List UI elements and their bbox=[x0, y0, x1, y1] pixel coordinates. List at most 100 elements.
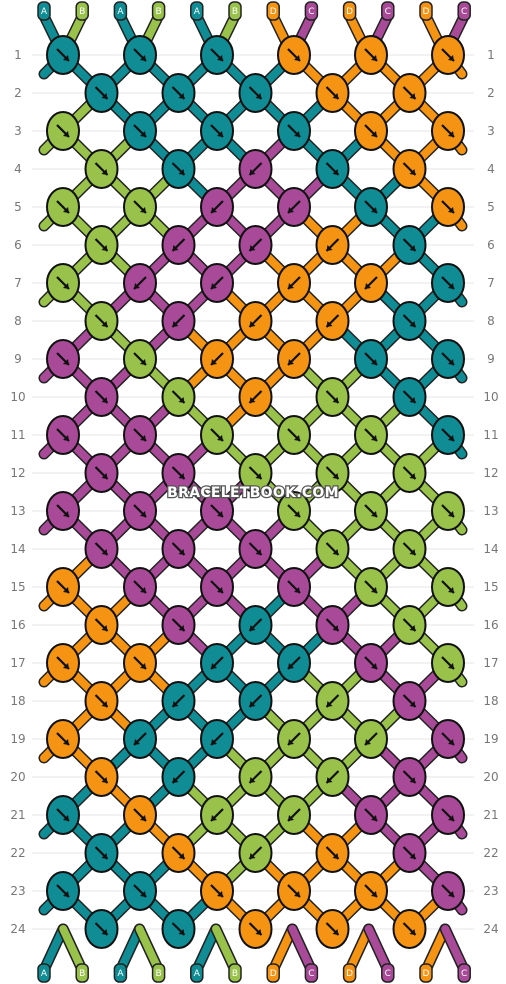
top-string-tip bbox=[381, 1, 395, 21]
knot bbox=[431, 415, 465, 455]
row-label-right: 16 bbox=[483, 618, 498, 632]
row-label-right: 14 bbox=[483, 542, 498, 556]
bottom-string-tip bbox=[266, 963, 280, 983]
knot-arrow-head bbox=[172, 701, 179, 707]
row-label-left: 6 bbox=[14, 238, 22, 252]
string-ends: A A B B A A B B A A B B D D C C D D C C D D C C bbox=[37, 1, 471, 983]
bottom-string-letter: B bbox=[232, 969, 238, 979]
knot bbox=[431, 35, 465, 75]
knot-arrow-head bbox=[211, 207, 217, 213]
bottom-string-tip bbox=[342, 963, 357, 983]
knot bbox=[315, 605, 350, 645]
knot-arrow-head bbox=[371, 587, 377, 593]
knot bbox=[161, 909, 196, 949]
bottom-string-tip bbox=[190, 963, 204, 983]
top-string-tip bbox=[113, 1, 128, 21]
knot bbox=[84, 909, 119, 949]
bottom-string-end bbox=[364, 925, 392, 974]
knot-arrow-head bbox=[101, 929, 108, 935]
knot bbox=[84, 681, 119, 721]
top-string-tip bbox=[75, 1, 89, 21]
knot bbox=[84, 73, 119, 113]
knot bbox=[392, 377, 427, 417]
knot-arrow-head bbox=[211, 815, 217, 821]
knot-arrow-head bbox=[294, 131, 300, 137]
knot-arrow-head bbox=[249, 321, 256, 327]
top-string-letter: D bbox=[346, 7, 353, 17]
knot-arrow-head bbox=[101, 625, 108, 631]
knot-arrow-head bbox=[448, 55, 454, 61]
knot bbox=[123, 871, 157, 911]
knot-arrow-head bbox=[63, 511, 69, 517]
bottom-string-letter: D bbox=[346, 969, 353, 979]
knot-arrow-head bbox=[140, 587, 146, 593]
knot-arrow-head bbox=[332, 93, 339, 99]
knot-arrow-head bbox=[326, 777, 333, 783]
knot bbox=[354, 35, 388, 75]
row-label-right: 4 bbox=[487, 162, 495, 176]
knot bbox=[161, 681, 196, 721]
knot bbox=[161, 605, 196, 645]
knot-arrow-head bbox=[409, 93, 416, 99]
row-label-right: 11 bbox=[483, 428, 498, 442]
knot-arrow-head bbox=[134, 739, 140, 745]
knot bbox=[238, 757, 273, 797]
top-string-tip bbox=[266, 1, 280, 21]
knot-arrow-head bbox=[178, 929, 185, 935]
knot-arrow-head bbox=[63, 663, 69, 669]
row-label-right: 17 bbox=[483, 656, 498, 670]
knot bbox=[392, 301, 427, 341]
knot-arrow-head bbox=[448, 815, 454, 821]
knot bbox=[392, 225, 427, 265]
row-label-right: 15 bbox=[483, 580, 498, 594]
knot bbox=[277, 719, 311, 759]
knot bbox=[238, 377, 273, 417]
row-label-right: 8 bbox=[487, 314, 495, 328]
knot-arrow-head bbox=[448, 207, 454, 213]
top-string-tip bbox=[304, 1, 319, 21]
row-label-left: 23 bbox=[10, 884, 25, 898]
knot bbox=[354, 187, 388, 227]
bottom-string-end bbox=[192, 925, 220, 974]
knot-arrow-head bbox=[217, 131, 223, 137]
knot bbox=[392, 149, 427, 189]
bottom-string-tip bbox=[228, 963, 242, 983]
row-label-right: 12 bbox=[483, 466, 498, 480]
knot-arrow-head bbox=[448, 359, 454, 365]
knot bbox=[392, 681, 427, 721]
knot-arrow-head bbox=[217, 511, 223, 517]
row-label-left: 19 bbox=[10, 732, 25, 746]
knot-arrow-head bbox=[217, 435, 223, 441]
knot-arrow-head bbox=[178, 625, 185, 631]
top-string-letter: C bbox=[461, 7, 467, 17]
knot-arrow-head bbox=[371, 891, 377, 897]
knot-arrow-head bbox=[448, 435, 454, 441]
knot bbox=[277, 339, 311, 379]
knot bbox=[431, 795, 465, 835]
knot-arrow-head bbox=[211, 663, 217, 669]
knot-arrow-head bbox=[371, 207, 377, 213]
bottom-string-letter: A bbox=[194, 969, 201, 979]
row-label-right: 10 bbox=[483, 390, 498, 404]
knot-arrow-head bbox=[172, 321, 179, 327]
knot-arrow-head bbox=[140, 131, 146, 137]
knot-grid bbox=[46, 35, 465, 949]
row-label-left: 1 bbox=[14, 48, 22, 62]
knot bbox=[84, 605, 119, 645]
row-label-right: 20 bbox=[483, 770, 498, 784]
knot-arrow-head bbox=[249, 625, 256, 631]
knot-arrow-head bbox=[332, 929, 339, 935]
knot-arrow-head bbox=[326, 321, 333, 327]
row-label-right: 3 bbox=[487, 124, 495, 138]
top-string-tip bbox=[419, 1, 433, 21]
knot bbox=[277, 567, 311, 607]
knot bbox=[431, 567, 465, 607]
top-string-letter: C bbox=[385, 7, 391, 17]
knot-arrow-head bbox=[63, 435, 69, 441]
knot bbox=[123, 795, 157, 835]
top-string-letter: B bbox=[79, 7, 85, 17]
knot-arrow-head bbox=[101, 473, 108, 479]
row-label-left: 24 bbox=[10, 922, 25, 936]
knot-arrow-head bbox=[371, 55, 377, 61]
